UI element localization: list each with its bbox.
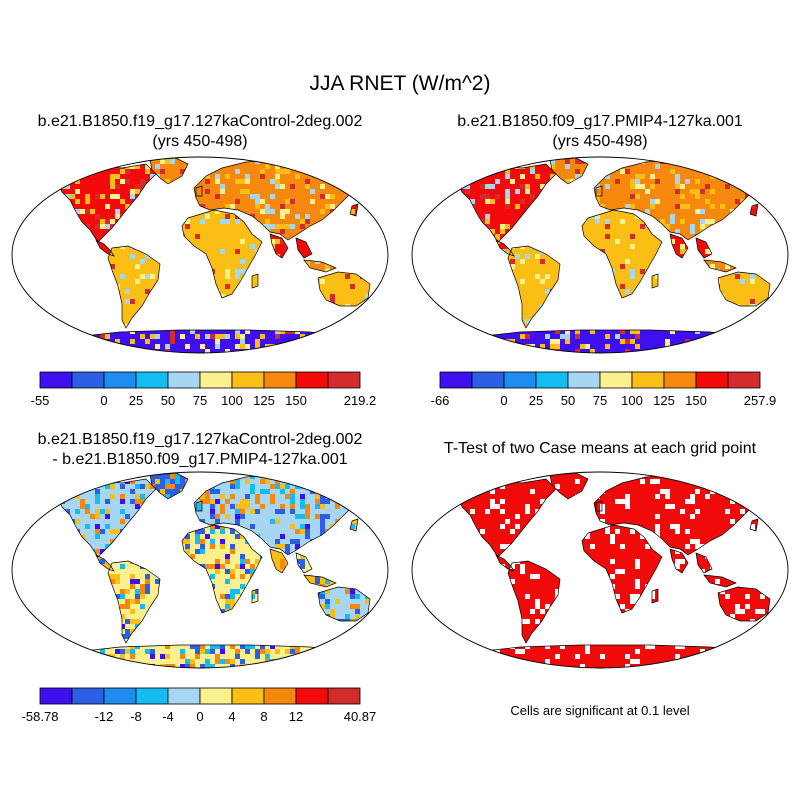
colorbar-box <box>71 687 105 705</box>
land-southAmerica <box>508 246 560 328</box>
land-nz <box>778 621 786 633</box>
panel-3-title-line1: b.e21.B1850.f19_g17.127kaControl-2deg.00… <box>37 431 363 448</box>
map-border <box>11 471 389 669</box>
land-centralAm <box>496 555 514 571</box>
land-centralAm <box>96 240 114 256</box>
land-seAsia <box>296 238 312 258</box>
colorbar-label: 12 <box>289 709 303 724</box>
panel-2-title: b.e21.B1850.f09_g17.PMIP4-127ka.001 (yrs… <box>400 112 800 152</box>
land-southAmerica <box>508 561 560 643</box>
colorbar-box <box>295 371 329 389</box>
land-northAmerica <box>456 479 556 557</box>
colorbar-box <box>103 687 137 705</box>
colorbar-box <box>535 371 569 389</box>
land-northAmerica <box>56 164 156 242</box>
panel-4-title-line1: T-Test of two Case means at each grid po… <box>443 440 757 457</box>
colorbar-label: 0 <box>100 393 107 408</box>
colorbar-box <box>39 687 73 705</box>
colorbar-label: -66 <box>431 393 450 408</box>
colorbar-box <box>103 371 137 389</box>
land-nz <box>378 621 386 633</box>
colorbar-box <box>135 371 169 389</box>
colorbar-label: -8 <box>130 709 142 724</box>
panel-4-title: T-Test of two Case means at each grid po… <box>400 439 800 459</box>
panel-1-title-line2: (yrs 450-498) <box>152 133 248 150</box>
colorbar-box <box>167 687 201 705</box>
land-antarctica <box>466 645 750 668</box>
colorbar-box <box>471 371 505 389</box>
colorbar-label: 50 <box>561 393 575 408</box>
panel-1-colorbar: -55 0 25 50 75 100 125 150 219.2 <box>31 371 376 408</box>
land-nz <box>378 306 386 318</box>
colorbar-box <box>631 371 665 389</box>
land-nz <box>778 306 786 318</box>
panel-1-title: b.e21.B1850.f19_g17.127kaControl-2deg.00… <box>0 112 400 152</box>
colorbar-label: -12 <box>95 709 114 724</box>
colorbar-label: 0 <box>196 709 203 724</box>
panel-3-colorbar: -58.78 -12 -8 -4 0 4 8 12 40.87 <box>22 687 376 724</box>
colorbar-label: 4 <box>228 709 235 724</box>
colorbar-box <box>599 371 633 389</box>
colorbar-box <box>71 371 105 389</box>
colorbar-label: 100 <box>221 393 243 408</box>
colorbar-label: -55 <box>31 393 50 408</box>
colorbar-label: 75 <box>193 393 207 408</box>
panel-1-map <box>11 156 389 354</box>
colorbar-box <box>199 687 233 705</box>
colorbar-label: 257.9 <box>744 393 777 408</box>
colorbar-label: 150 <box>685 393 707 408</box>
colorbar-label: 50 <box>161 393 175 408</box>
colorbar-box <box>695 371 729 389</box>
colorbar-label: 8 <box>260 709 267 724</box>
colorbar-label: 0 <box>500 393 507 408</box>
main-title: JJA RNET (W/m^2) <box>309 72 491 95</box>
panel-4-map <box>411 471 789 669</box>
colorbar-label: -4 <box>162 709 174 724</box>
colorbar-box <box>503 371 537 389</box>
colorbar-box <box>231 687 265 705</box>
panel-3-title: b.e21.B1850.f19_g17.127kaControl-2deg.00… <box>0 430 400 470</box>
panel-2-title-line1: b.e21.B1850.f09_g17.PMIP4-127ka.001 <box>457 113 743 130</box>
colorbar-label: 25 <box>129 393 143 408</box>
colorbar-box <box>327 687 361 705</box>
colorbar-label: 150 <box>285 393 307 408</box>
land-africa <box>582 210 662 298</box>
colorbar-box <box>199 371 233 389</box>
panel-1-title-line1: b.e21.B1850.f19_g17.127kaControl-2deg.00… <box>37 113 363 130</box>
colorbar-label: 125 <box>253 393 275 408</box>
colorbar-label: 219.2 <box>344 393 377 408</box>
colorbar-box <box>663 371 697 389</box>
colorbar-box <box>727 371 761 389</box>
panel-2-map <box>411 156 789 354</box>
colorbar-label: 125 <box>653 393 675 408</box>
map-border <box>411 471 789 669</box>
colorbar-box <box>231 371 265 389</box>
colorbar-box <box>295 687 329 705</box>
colorbar-box <box>567 371 601 389</box>
colorbar-box <box>263 687 297 705</box>
colorbar-label: 100 <box>621 393 643 408</box>
map-border <box>11 156 389 354</box>
panel-3-title-line2: - b.e21.B1850.f09_g17.PMIP4-127ka.001 <box>52 451 348 468</box>
colorbar-box <box>439 371 473 389</box>
colorbar-box <box>135 687 169 705</box>
map-border <box>411 156 789 354</box>
panel-4-footnote: Cells are significant at 0.1 level <box>510 703 690 718</box>
land-seAsia <box>696 553 712 573</box>
colorbar-label: 75 <box>593 393 607 408</box>
colorbar-label: 40.87 <box>344 709 377 724</box>
land-australia <box>718 272 770 306</box>
panel-2-title-line2: (yrs 450-498) <box>552 133 648 150</box>
colorbar-label: 25 <box>529 393 543 408</box>
colorbar-box <box>263 371 297 389</box>
colorbar-box <box>167 371 201 389</box>
land-uk <box>196 186 202 196</box>
panel-2-colorbar: -66 0 25 50 75 100 125 150 257.9 <box>431 371 776 408</box>
colorbar-box <box>39 371 73 389</box>
land-southAmerica <box>108 246 160 328</box>
colorbar-box <box>327 371 361 389</box>
colorbar-label: -58.78 <box>22 709 59 724</box>
panel-3-map <box>11 471 389 669</box>
